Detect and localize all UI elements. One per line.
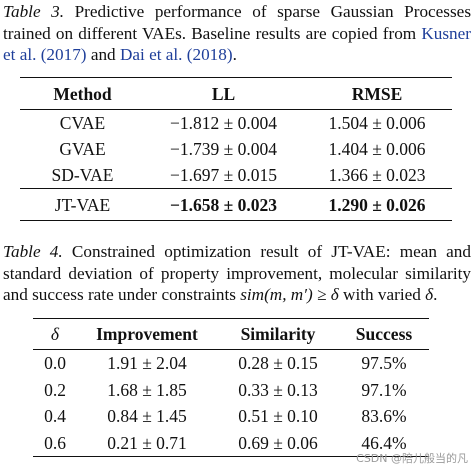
- caption-text: .: [433, 285, 438, 304]
- table-3-caption: Table 3. Predictive performance of spars…: [3, 1, 471, 66]
- improvement-cell: 1.68 ± 1.85: [107, 379, 187, 400]
- caption-text: Constrained optimization result of JT-VA…: [3, 242, 471, 304]
- delta-cell: 0.0: [44, 353, 66, 374]
- table-row: GVAE −1.739 ± 0.004 1.404 ± 0.006: [20, 136, 452, 162]
- table-header-row: Method LL RMSE: [20, 77, 452, 110]
- column-header: Method: [20, 77, 145, 110]
- caption-math: δ: [425, 285, 434, 304]
- column-header: Improvement: [77, 318, 217, 350]
- method-cell: JT-VAE: [20, 188, 145, 221]
- column-header: Success: [339, 318, 429, 350]
- success-cell: 46.4%: [361, 432, 407, 453]
- caption-math: sim(m, m′) ≥ δ: [240, 285, 339, 304]
- table-4-caption: Table 4. Constrained optimization result…: [3, 241, 471, 306]
- improvement-cell: 0.21 ± 0.71: [107, 432, 187, 453]
- improvement-cell: 1.91 ± 2.04: [107, 353, 187, 374]
- table-4: δ Improvement Similarity Success 0.0 1.9…: [33, 318, 429, 457]
- ll-cell: −1.739 ± 0.004: [170, 139, 277, 159]
- citation-link[interactable]: Dai et al. (2018): [119, 45, 233, 64]
- success-cell: 83.6%: [361, 406, 407, 427]
- caption-text: and: [86, 45, 120, 64]
- similarity-cell: 0.51 ± 0.10: [238, 406, 318, 427]
- similarity-cell: 0.28 ± 0.15: [238, 353, 318, 374]
- column-header: RMSE: [302, 77, 452, 110]
- success-cell: 97.1%: [361, 379, 407, 400]
- ll-cell: −1.697 ± 0.015: [170, 165, 277, 185]
- method-cell: GVAE: [59, 139, 106, 159]
- caption-text: .: [232, 45, 237, 64]
- similarity-cell: 0.33 ± 0.13: [238, 379, 318, 400]
- ll-cell: −1.812 ± 0.004: [170, 113, 277, 133]
- watermark: CSDN @陪儿般当的凡: [356, 452, 468, 465]
- table-row: 0.4 0.84 ± 1.45 0.51 ± 0.10 83.6%: [33, 403, 429, 430]
- table-row-highlighted: JT-VAE −1.658 ± 0.023 1.290 ± 0.026: [20, 188, 452, 221]
- table-3: Method LL RMSE CVAE −1.812 ± 0.004 1.504…: [20, 77, 452, 221]
- table-row: 0.0 1.91 ± 2.04 0.28 ± 0.15 97.5%: [33, 350, 429, 377]
- delta-cell: 0.2: [44, 379, 66, 400]
- caption-text: Predictive performance of sparse Gaussia…: [3, 2, 472, 43]
- success-cell: 97.5%: [361, 353, 407, 374]
- table-row: 0.2 1.68 ± 1.85 0.33 ± 0.13 97.1%: [33, 377, 429, 404]
- column-header: LL: [145, 77, 302, 110]
- column-header: δ: [33, 318, 77, 350]
- delta-cell: 0.4: [44, 406, 66, 427]
- delta-cell: 0.6: [44, 432, 66, 453]
- ll-cell: −1.658 ± 0.023: [145, 188, 302, 221]
- rmse-cell: 1.290 ± 0.026: [302, 188, 452, 221]
- table-header-row: δ Improvement Similarity Success: [33, 318, 429, 350]
- rmse-cell: 1.504 ± 0.006: [328, 113, 426, 133]
- citation-link[interactable]: Kusner et al. (2017): [3, 23, 471, 65]
- method-cell: CVAE: [59, 113, 106, 133]
- column-header: Similarity: [217, 318, 339, 350]
- table-3-label: Table 3.: [3, 2, 65, 21]
- rmse-cell: 1.366 ± 0.023: [328, 165, 426, 185]
- similarity-cell: 0.69 ± 0.06: [238, 432, 318, 453]
- caption-text: with varied: [338, 285, 426, 304]
- rmse-cell: 1.404 ± 0.006: [328, 139, 426, 159]
- improvement-cell: 0.84 ± 1.45: [107, 406, 187, 427]
- method-cell: SD-VAE: [51, 165, 114, 185]
- table-row: 0.6 0.21 ± 0.71 0.69 ± 0.06 46.4%: [33, 430, 429, 457]
- table-row: SD-VAE −1.697 ± 0.015 1.366 ± 0.023: [20, 162, 452, 189]
- table-row: CVAE −1.812 ± 0.004 1.504 ± 0.006: [20, 110, 452, 137]
- table-4-label: Table 4.: [3, 242, 63, 261]
